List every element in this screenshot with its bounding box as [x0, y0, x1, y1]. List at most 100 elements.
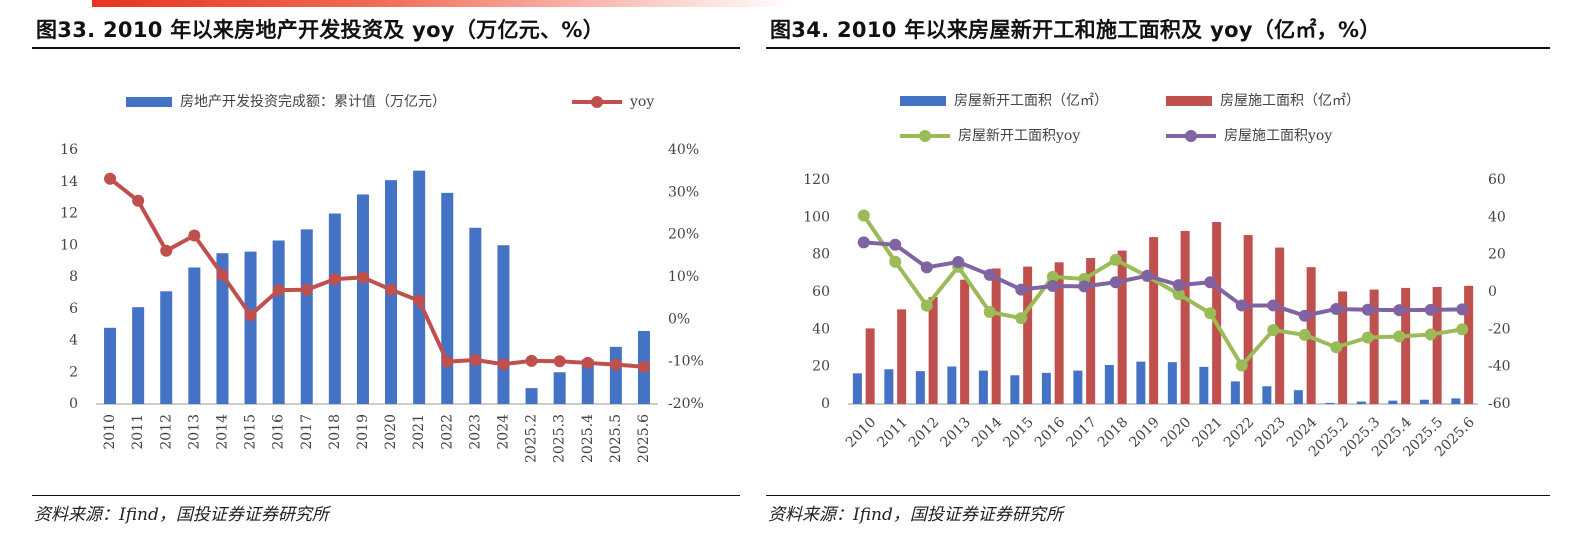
chart2-point-4 [889, 238, 902, 251]
chart2-category-label: 2018 [1095, 414, 1132, 451]
figure-33-panel: 图33. 2010 年以来房地产开发投资及 yoy（万亿元、%） 资料来源：If… [0, 0, 760, 534]
header-accent-bar [92, 0, 792, 7]
chart2-point-3 [1015, 312, 1028, 325]
chart1-bar-1 [497, 245, 510, 404]
chart2-point-4 [857, 236, 870, 249]
chart1-legend-swatch-marker [591, 96, 603, 108]
chart2-right-tick-label: -40 [1488, 359, 1511, 375]
figure-33-title-rule [32, 47, 740, 49]
chart1-left-tick-label: 4 [69, 333, 78, 349]
chart1-bar-1 [272, 240, 285, 404]
chart1-bar-1 [553, 372, 566, 404]
chart1-point-2 [525, 354, 538, 367]
chart2-point-3 [1330, 341, 1343, 354]
chart1-right-tick-label: 10% [668, 269, 699, 285]
chart2-bar-1 [947, 366, 957, 404]
chart2-point-4 [1361, 303, 1374, 316]
chart2-bar-2 [1023, 266, 1033, 404]
chart1-point-2 [160, 244, 173, 257]
chart2-left-tick-label: 60 [812, 284, 830, 300]
chart1-category-label: 2010 [102, 414, 118, 450]
chart1-category-label: 2023 [467, 414, 483, 450]
chart2-bar-2 [1369, 289, 1379, 404]
figure-34-title-rule [766, 47, 1550, 49]
chart2-left-tick-label: 100 [803, 209, 830, 225]
chart1-category-label: 2012 [158, 414, 174, 450]
chart1-point-2 [413, 294, 426, 307]
figure-34-source: 资料来源：Ifind，国投证券证券研究所 [768, 505, 1063, 525]
chart1-bar-1 [104, 327, 117, 404]
chart1-category-label: 2014 [214, 414, 230, 450]
chart1-left-tick-label: 0 [69, 396, 78, 412]
chart2-right-tick-label: -60 [1488, 396, 1511, 412]
chart1-point-2 [272, 284, 285, 297]
chart1-point-2 [385, 283, 398, 296]
chart2-bar-1 [915, 371, 925, 404]
chart1-bar-1 [441, 192, 454, 404]
chart1-category-label: 2025.4 [580, 414, 596, 463]
chart2-point-3 [1046, 270, 1059, 283]
chart1-bar-1 [609, 346, 622, 404]
chart2-point-3 [1172, 288, 1185, 301]
chart2-bar-2 [1464, 285, 1474, 404]
chart1-left-tick-label: 10 [60, 237, 78, 253]
chart1-category-label: 2025.6 [636, 414, 652, 463]
chart2-bar-1 [1388, 400, 1398, 404]
chart2-point-4 [1204, 276, 1217, 289]
chart1-category-label: 2022 [439, 414, 455, 450]
chart2-bar-2 [960, 279, 970, 404]
chart2-right-tick-label: 60 [1488, 172, 1506, 188]
chart2-point-3 [1267, 324, 1280, 337]
chart2-category-label: 2013 [937, 414, 974, 451]
figure-34-title: 图34. 2010 年以来房屋新开工和施工面积及 yoy（亿㎡，%） [770, 18, 1381, 42]
chart1-point-2 [188, 229, 201, 242]
chart2-category-label: 2019 [1126, 414, 1163, 451]
chart2-left-tick-label: 0 [821, 396, 830, 412]
chart2-bar-1 [1041, 372, 1051, 404]
chart2-bar-1 [1230, 381, 1240, 404]
chart2-point-4 [1393, 304, 1406, 317]
chart1-category-label: 2020 [383, 414, 399, 450]
chart2-point-4 [1456, 303, 1469, 316]
chart1-right-tick-label: -10% [668, 354, 704, 370]
chart2-category-label: 2012 [906, 414, 943, 451]
chart2-bar-1 [1451, 398, 1461, 404]
chart2-point-4 [1424, 303, 1437, 316]
chart2-bar-1 [884, 369, 894, 404]
figure-33-source-rule [32, 495, 740, 496]
chart1-right-tick-label: 20% [668, 227, 699, 243]
chart2-bar-1 [1167, 362, 1177, 404]
chart1-left-tick-label: 16 [60, 142, 78, 158]
figure-34-panel: 图34. 2010 年以来房屋新开工和施工面积及 yoy（亿㎡，%） 资料来源：… [760, 0, 1584, 534]
chart2-point-4 [920, 261, 933, 274]
chart1-bar-1 [216, 253, 229, 404]
figure-33-title: 图33. 2010 年以来房地产开发投资及 yoy（万亿元、%） [36, 18, 605, 42]
chart1-bar-1 [469, 227, 482, 404]
chart1-bar-1 [525, 388, 538, 404]
chart2-legend-swatch-marker [919, 130, 931, 142]
chart1-legend-label: yoy [629, 94, 654, 110]
figure-34-source-rule [766, 495, 1550, 496]
chart2-category-label: 2020 [1158, 414, 1195, 451]
chart2-category-label: 2015 [1000, 414, 1037, 451]
chart2-bar-2 [1149, 237, 1159, 404]
chart2-category-label: 2014 [969, 414, 1006, 451]
chart2-point-3 [1204, 307, 1217, 320]
chart2-point-3 [1361, 331, 1374, 344]
chart1-left-tick-label: 14 [60, 174, 78, 190]
chart1-legend-label: 房地产开发投资完成额：累计值（万亿元） [180, 94, 446, 110]
chart1-bar-1 [413, 170, 426, 404]
chart1-category-label: 2018 [327, 414, 343, 450]
chart2-bar-2 [1243, 235, 1253, 404]
chart2-bar-1 [1199, 366, 1209, 404]
chart1-bar-1 [244, 251, 257, 404]
chart2-point-3 [889, 255, 902, 268]
chart1-point-2 [216, 268, 229, 281]
chart1-right-tick-label: -20% [668, 396, 704, 412]
chart2-point-4 [1330, 302, 1343, 315]
chart2-point-4 [1141, 269, 1154, 282]
chart2-legend-swatch [1166, 96, 1212, 106]
chart2-point-4 [983, 268, 996, 281]
chart1-left-tick-label: 6 [69, 301, 78, 317]
